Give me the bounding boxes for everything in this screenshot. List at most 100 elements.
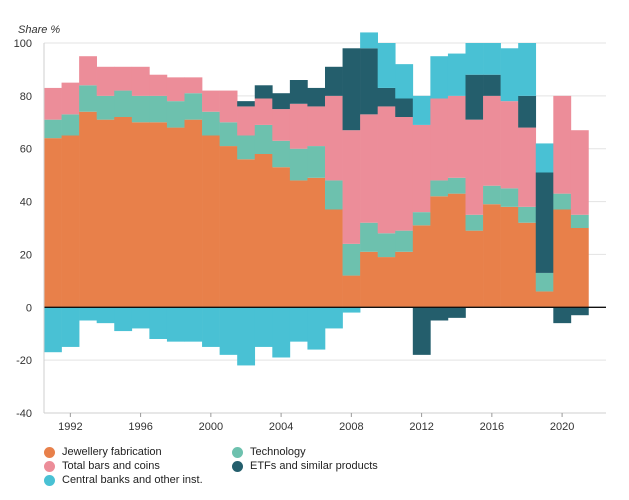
bar-segment (570, 228, 589, 308)
y-axis-label: Share % (18, 24, 61, 36)
bar-segment (465, 214, 484, 231)
bar-segment (447, 177, 466, 194)
bar-segment (96, 66, 115, 96)
bar-segment (447, 95, 466, 178)
bar-segment (44, 119, 62, 139)
bar-segment (430, 180, 449, 197)
y-tick-label: 40 (20, 197, 32, 209)
bar-segment (447, 193, 466, 308)
bar-segment (254, 124, 273, 154)
bar-segment (114, 90, 133, 117)
legend-swatch-bars-coins (44, 460, 55, 472)
bar-segment (237, 106, 256, 136)
bar-segment (307, 87, 326, 107)
bar-segment-negative (219, 307, 238, 355)
bar-segment (202, 135, 220, 308)
bar-segment (289, 80, 308, 104)
bar-segment (96, 95, 115, 120)
bar-segment (465, 230, 484, 308)
x-tick-label: 1992 (58, 421, 82, 433)
bar-segment (307, 177, 326, 308)
bar-segment (307, 146, 326, 178)
bar-segment (289, 180, 308, 308)
bar-segment (79, 85, 97, 112)
bar-segment (237, 101, 256, 107)
bar-segment (535, 291, 554, 308)
bar-segment (219, 90, 238, 123)
bar-segment (395, 98, 414, 117)
bar-segment (79, 111, 97, 308)
bar-segment (325, 95, 343, 181)
bar-segment (377, 233, 396, 258)
legend-item-central-banks: Central banks and other inst. (44, 474, 203, 486)
bar-segment (307, 106, 326, 147)
bar-segment (44, 138, 62, 308)
bar-segment (377, 257, 396, 308)
bar-segment (483, 74, 501, 96)
bar-segment (166, 77, 185, 102)
bar-segment (465, 43, 484, 75)
bar-segment-negative (342, 307, 361, 313)
bar-segment (166, 127, 185, 308)
bar-segment (184, 119, 203, 308)
bar-segment (184, 93, 203, 120)
bar-segment (202, 90, 220, 112)
bar-segment (500, 206, 519, 308)
bar-segment-negative (131, 307, 150, 329)
bar-segment (325, 66, 343, 96)
y-tick-label: 20 (20, 249, 32, 261)
bar-segment (149, 122, 168, 308)
bar-segment (483, 204, 501, 308)
bar-segment (500, 48, 519, 102)
bar-segment (254, 154, 273, 308)
bar-segment (360, 251, 378, 308)
bar-segment (202, 111, 220, 136)
bar-segment (465, 119, 484, 215)
bar-segment (447, 53, 466, 96)
bar-segment (500, 188, 519, 207)
x-tick-label: 2020 (550, 421, 574, 433)
bar-segment-negative (553, 307, 572, 324)
bar-segment (219, 146, 238, 308)
bar-segment (570, 214, 589, 228)
bar-segment (272, 93, 291, 110)
bar-segment (518, 206, 537, 223)
bar-segment-negative (570, 307, 589, 316)
bar-segment (237, 135, 256, 160)
bar-segment (114, 66, 133, 91)
bar-segment (325, 180, 343, 210)
bar-segment (96, 119, 115, 308)
legend-label-central-banks: Central banks and other inst. (62, 474, 203, 486)
bar-segment (430, 98, 449, 181)
bar-segment (325, 209, 343, 308)
bar-segment (483, 43, 501, 75)
bar-segment (342, 48, 361, 131)
legend-label-technology: Technology (250, 446, 306, 458)
bar-segment (500, 101, 519, 189)
bar-segment (377, 87, 396, 107)
bar-segment (377, 43, 396, 88)
bar-segment-negative (114, 307, 133, 332)
legend-item-jewellery: Jewellery fabrication (44, 446, 162, 458)
bar-segment (518, 43, 537, 96)
bar-segment (360, 222, 378, 252)
legend-swatch-etfs (232, 460, 243, 472)
bar-segment (395, 117, 414, 231)
legend-label-bars-coins: Total bars and coins (62, 460, 160, 472)
bar-segment (395, 64, 414, 99)
bar-segment-negative (430, 307, 449, 321)
bar-segment (553, 193, 572, 210)
legend-item-bars-coins: Total bars and coins (44, 460, 160, 472)
legend-swatch-jewellery (44, 446, 55, 458)
legend-swatch-central-banks (44, 474, 55, 486)
bar-segment-negative (412, 307, 431, 355)
bar-segment-negative (149, 307, 168, 339)
x-tick-label: 2004 (269, 421, 293, 433)
y-tick-label: 80 (20, 91, 32, 103)
bar-segment (61, 114, 80, 136)
bar-segment (483, 185, 501, 205)
bar-segment (61, 135, 80, 308)
legend-item-technology: Technology (232, 446, 306, 458)
y-tick-label: 0 (26, 302, 32, 314)
bar-segment-negative (447, 307, 466, 318)
